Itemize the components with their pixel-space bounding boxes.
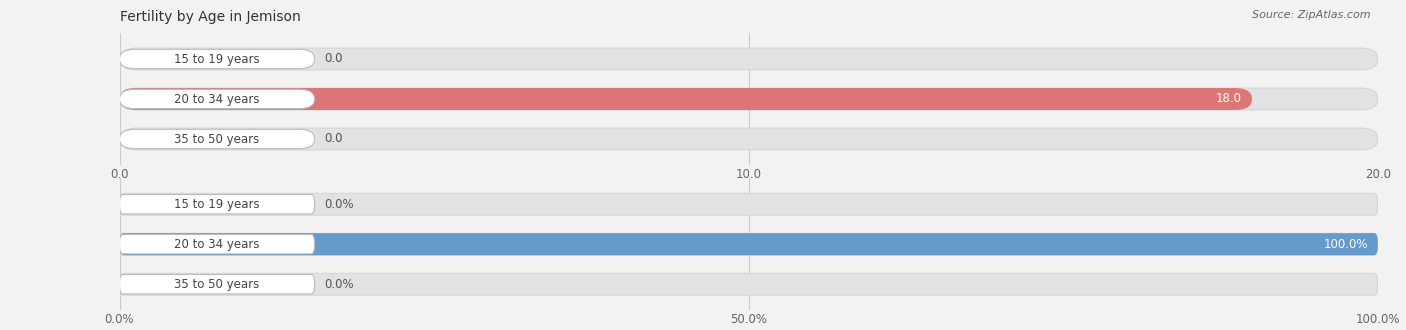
FancyBboxPatch shape [120, 194, 315, 214]
FancyBboxPatch shape [120, 49, 315, 69]
Text: 15 to 19 years: 15 to 19 years [174, 52, 260, 65]
FancyBboxPatch shape [120, 89, 315, 109]
FancyBboxPatch shape [120, 233, 1378, 255]
FancyBboxPatch shape [120, 273, 1378, 295]
FancyBboxPatch shape [120, 129, 315, 149]
Text: 35 to 50 years: 35 to 50 years [174, 133, 260, 146]
Text: 20 to 34 years: 20 to 34 years [174, 238, 260, 251]
Text: 15 to 19 years: 15 to 19 years [174, 198, 260, 211]
Text: 100.0%: 100.0% [1323, 238, 1368, 251]
FancyBboxPatch shape [120, 88, 1251, 110]
Text: Source: ZipAtlas.com: Source: ZipAtlas.com [1253, 10, 1371, 20]
Text: 0.0: 0.0 [325, 133, 343, 146]
Text: 0.0%: 0.0% [325, 198, 354, 211]
Text: 35 to 50 years: 35 to 50 years [174, 278, 260, 291]
Text: 0.0: 0.0 [325, 52, 343, 65]
Text: 20 to 34 years: 20 to 34 years [174, 92, 260, 106]
FancyBboxPatch shape [120, 88, 1378, 110]
FancyBboxPatch shape [120, 193, 1378, 215]
FancyBboxPatch shape [120, 233, 1378, 255]
Text: 0.0%: 0.0% [325, 278, 354, 291]
FancyBboxPatch shape [120, 48, 1378, 70]
FancyBboxPatch shape [120, 128, 1378, 150]
FancyBboxPatch shape [120, 235, 315, 254]
Text: Fertility by Age in Jemison: Fertility by Age in Jemison [120, 10, 301, 24]
Text: 18.0: 18.0 [1216, 92, 1241, 106]
FancyBboxPatch shape [120, 275, 315, 294]
